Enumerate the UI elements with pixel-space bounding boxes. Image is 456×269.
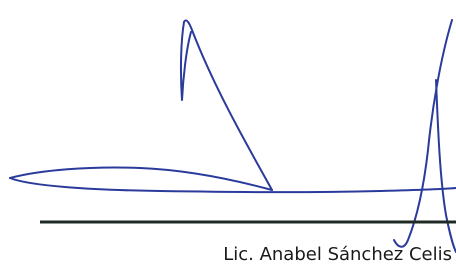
signature-stroke — [181, 20, 272, 190]
page: Lic. Anabel Sánchez Celis (() => { const… — [0, 0, 456, 269]
signature-strokes — [10, 20, 456, 252]
signature-stroke — [436, 80, 456, 252]
signer-name: Lic. Anabel Sánchez Celis — [223, 244, 452, 265]
signature-area — [0, 0, 456, 269]
signature-stroke — [394, 20, 452, 247]
